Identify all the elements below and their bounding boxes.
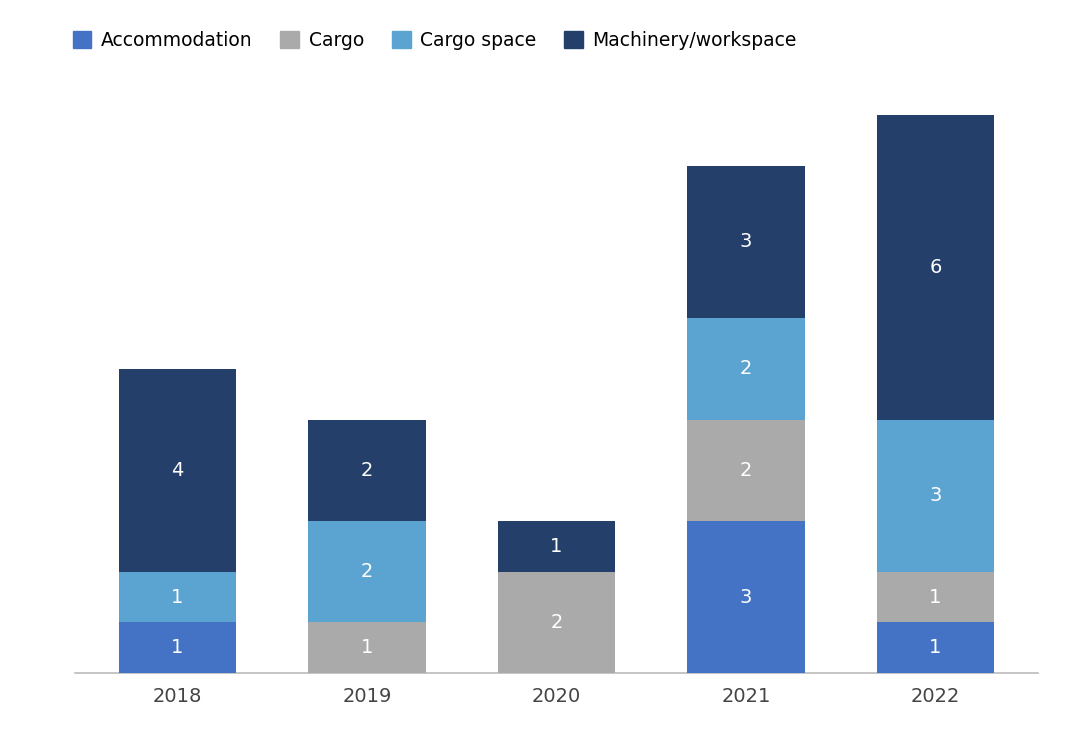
Bar (498, 571, 615, 673)
Bar (119, 622, 236, 673)
Text: 1: 1 (929, 588, 942, 607)
Bar (687, 521, 805, 673)
Bar (876, 622, 994, 673)
Text: 3: 3 (929, 486, 942, 505)
Text: 2: 2 (739, 359, 752, 378)
Text: 4: 4 (171, 461, 184, 479)
Bar (119, 571, 236, 622)
Legend: Accommodation, Cargo, Cargo space, Machinery/workspace: Accommodation, Cargo, Cargo space, Machi… (65, 23, 805, 58)
Text: 6: 6 (929, 258, 942, 277)
Text: 2: 2 (361, 562, 373, 581)
Bar (308, 622, 426, 673)
Text: 1: 1 (929, 638, 942, 657)
Bar (876, 420, 994, 571)
Text: 2: 2 (739, 461, 752, 479)
Text: 1: 1 (550, 537, 563, 556)
Bar (687, 420, 805, 521)
Text: 1: 1 (361, 638, 373, 657)
Text: 2: 2 (550, 613, 563, 632)
Text: 1: 1 (171, 588, 184, 607)
Text: 1: 1 (171, 638, 184, 657)
Bar (119, 369, 236, 571)
Bar (687, 166, 805, 318)
Bar (308, 521, 426, 622)
Bar (498, 521, 615, 571)
Bar (876, 571, 994, 622)
Bar (308, 420, 426, 521)
Text: 2: 2 (361, 461, 373, 479)
Bar (876, 115, 994, 420)
Text: 3: 3 (739, 588, 752, 607)
Text: 3: 3 (739, 233, 752, 251)
Bar (687, 318, 805, 420)
